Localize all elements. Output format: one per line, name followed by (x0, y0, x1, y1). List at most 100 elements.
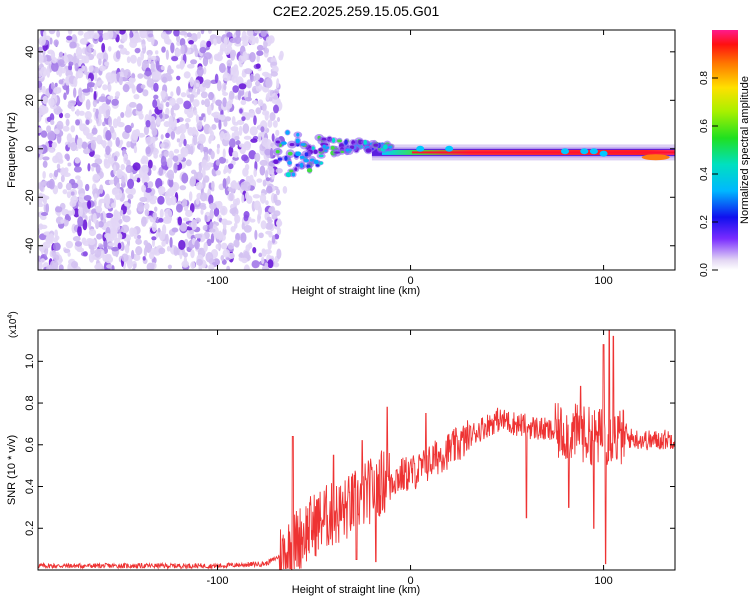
spectrogram-noise-blob (99, 184, 104, 195)
spectrogram-noise-blob (147, 159, 153, 169)
spectrogram-noise-blob (97, 79, 104, 85)
spectrogram-noise-blob (115, 136, 120, 147)
spectrogram-noise-blob (93, 90, 97, 102)
spectrogram-noise-blob (163, 150, 169, 158)
spectrogram-noise-blob (255, 80, 261, 87)
spectrogram-noise-blob (276, 227, 282, 236)
spectrogram-noise-blob (161, 224, 167, 236)
spectrogram-noise-blob (139, 30, 147, 39)
spectrogram-noise-blob (204, 214, 208, 223)
spectrogram-noise-blob (42, 30, 47, 38)
spectrogram-noise-blob (267, 219, 273, 224)
spectrogram-noise-blob (143, 125, 150, 136)
spectrogram-noise-blob (241, 257, 248, 264)
spectrogram-noise-blob (186, 108, 194, 119)
spectrogram-noise-blob (218, 62, 226, 73)
spectrogram-noise-blob (222, 227, 227, 236)
spectrogram-noise-blob (87, 81, 96, 88)
spectrogram-noise-blob (46, 125, 52, 133)
spectrogram-noise-blob (60, 175, 65, 183)
spectrogram-noise-blob (58, 79, 64, 85)
spectrogram-noise-blob (189, 176, 196, 186)
spectrogram-noise-blob (94, 66, 100, 74)
spectrogram-noise-blob (261, 71, 270, 77)
spectrogram-noise-blob (121, 175, 125, 185)
spectrogram-noise-blob (237, 91, 242, 101)
spectrogram-noise-blob (107, 30, 114, 40)
spectrogram-noise-blob (228, 138, 236, 148)
spectrogram-noise-blob (249, 73, 254, 83)
spectrogram-noise-blob (63, 218, 69, 227)
spectrogram-noise-blob (166, 157, 173, 169)
spectrogram-noise-blob (129, 30, 133, 39)
spectrogram-noise-blob (216, 143, 220, 149)
spectrogram-noise-blob (175, 203, 183, 213)
spectrogram-noise-blob (135, 246, 143, 256)
onset-blob (300, 143, 306, 146)
spectrogram-noise-blob (88, 218, 92, 230)
spectrogram-noise-blob (217, 114, 226, 121)
spectrogram-noise-blob (192, 99, 200, 108)
spectrogram-noise-blob (198, 133, 206, 145)
spectrogram-noise-blob (129, 54, 137, 64)
spectrogram-noise-blob (241, 222, 245, 230)
spectrogram-noise-blob (95, 164, 101, 174)
spectrogram-noise-blob (186, 32, 192, 38)
spectrogram-noise-blob (58, 264, 64, 270)
spectrogram-noise-blob (203, 52, 212, 60)
spectrogram-noise-blob (131, 73, 136, 80)
spectrogram-noise-blob (124, 50, 130, 56)
spectrogram-noise-blob (179, 222, 188, 232)
onset-blob (273, 159, 279, 165)
spectrogram-noise-blob (171, 122, 177, 127)
spectrogram-noise-blob (77, 216, 84, 227)
onset-blob (306, 168, 313, 173)
spectrogram-noise-blob (189, 203, 195, 213)
spectrogram-noise-blob (196, 66, 204, 77)
spectrogram-y-tick-label: 40 (24, 46, 36, 58)
spectrogram-noise-blob (68, 61, 74, 67)
spectrogram-noise-blob (241, 154, 249, 162)
spectrogram-noise-blob (215, 200, 223, 210)
spectrogram-noise-blob (53, 169, 59, 178)
spectrogram-noise-blob (98, 58, 102, 66)
spectrogram-noise-blob (145, 187, 152, 193)
spectrogram-noise-blob (265, 200, 269, 206)
spectrogram-noise-blob (173, 30, 180, 37)
spectrogram-noise-blob (95, 206, 103, 214)
spectrogram-noise-blob (240, 35, 247, 42)
spectrogram-noise-blob (137, 207, 144, 212)
spectrogram-noise-blob (38, 36, 46, 46)
spectrogram-noise-blob (186, 63, 195, 69)
spectrogram-noise-blob (157, 185, 166, 195)
spectrogram-noise-blob (132, 32, 141, 44)
spectrogram-noise-blob (249, 126, 258, 136)
onset-blob (294, 167, 298, 171)
spectrogram-noise-blob (153, 153, 158, 159)
spectrogram-noise-blob (141, 164, 149, 175)
spectrogram-noise-blob (267, 240, 272, 251)
spectrogram-noise-blob (243, 135, 252, 140)
spectrogram-noise-blob (211, 112, 217, 117)
spectrogram-noise-blob (190, 93, 194, 102)
spectrogram-noise-blob (261, 103, 267, 112)
spectrogram-noise-blob (119, 209, 124, 217)
spectrogram-noise-blob (266, 185, 273, 194)
spectrogram-noise-blob (103, 212, 107, 219)
spectrogram-noise-blob (98, 244, 104, 249)
spectrogram-noise-blob (201, 159, 208, 169)
spectrogram-noise-blob (115, 50, 121, 60)
spectrogram-noise-blob (222, 97, 227, 108)
spectrogram-noise-blob (45, 203, 50, 214)
spectrogram-noise-blob (232, 150, 239, 158)
spectrogram-noise-blob (93, 49, 97, 57)
spectrogram-noise-blob (200, 208, 204, 215)
spectrogram-noise-blob (189, 76, 194, 88)
spectrogram-noise-blob (143, 202, 150, 210)
spectrogram-noise-blob (196, 31, 201, 39)
spectrogram-noise-blob (248, 149, 257, 160)
spectrogram-noise-blob (196, 88, 201, 95)
spectrogram-noise-blob (47, 130, 56, 141)
spectrogram-noise-blob (72, 236, 81, 242)
spectrogram-noise-blob (168, 173, 175, 181)
